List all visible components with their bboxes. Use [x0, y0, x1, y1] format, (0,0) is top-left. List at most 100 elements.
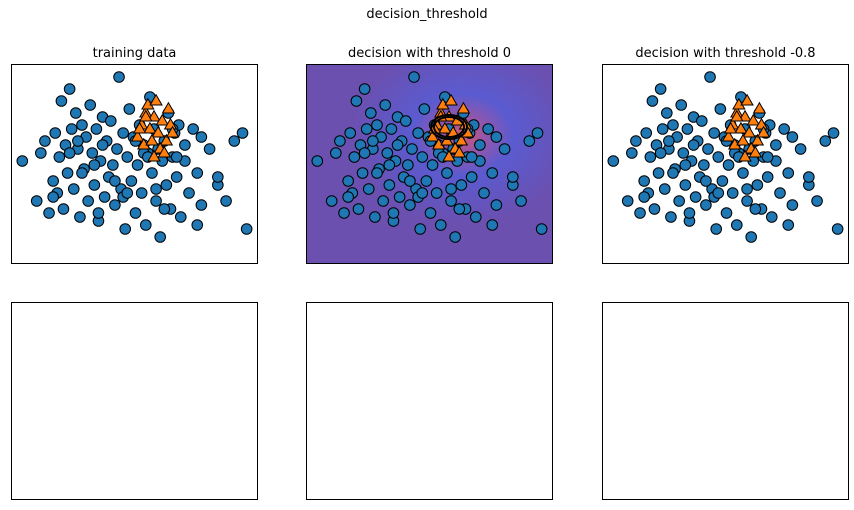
- point-class0: [720, 207, 733, 219]
- point-class0: [195, 199, 208, 211]
- point-class0: [358, 147, 371, 159]
- point-class0: [53, 151, 66, 163]
- point-class0: [109, 175, 121, 187]
- point-class0: [84, 99, 97, 111]
- point-class0: [626, 147, 638, 159]
- point-class0: [135, 187, 148, 199]
- point-class0: [638, 191, 650, 203]
- point-class0: [385, 123, 398, 135]
- point-class0: [348, 151, 361, 163]
- point-class0: [360, 123, 373, 135]
- point-class0: [424, 207, 437, 219]
- point-class0: [342, 191, 354, 203]
- point-class0: [70, 107, 82, 119]
- point-class0: [441, 167, 453, 179]
- panel-decision-threshold-0: decision with threshold 0: [306, 46, 553, 264]
- point-class0: [675, 99, 688, 111]
- point-class0: [535, 223, 548, 235]
- point-class0: [786, 131, 799, 143]
- scatter-plot: [16, 71, 253, 243]
- point-class0: [449, 231, 461, 243]
- panel-decision-threshold-neg: decision with threshold -0.8: [602, 46, 849, 264]
- point-class1: [145, 133, 159, 146]
- empty-plot-area: [11, 302, 258, 500]
- point-class0: [745, 231, 757, 243]
- point-class1: [738, 149, 752, 162]
- point-class0: [765, 211, 778, 223]
- point-class0: [434, 219, 447, 231]
- point-class0: [63, 83, 76, 95]
- panel-title: training data: [92, 46, 177, 61]
- point-class0: [406, 143, 418, 155]
- point-class0: [414, 223, 427, 235]
- point-class1: [750, 133, 765, 146]
- point-class1: [740, 93, 754, 106]
- point-class0: [371, 119, 383, 131]
- point-class1: [155, 113, 170, 126]
- point-class0: [712, 187, 725, 199]
- point-class1: [165, 125, 180, 138]
- point-class0: [714, 103, 727, 115]
- point-class0: [445, 183, 457, 195]
- point-class0: [722, 159, 735, 171]
- point-class0: [778, 123, 790, 135]
- panel-title: decision with threshold 0: [347, 46, 512, 61]
- point-class0: [352, 203, 365, 215]
- point-class1: [151, 125, 165, 138]
- point-class0: [704, 71, 716, 83]
- point-class1: [438, 121, 452, 134]
- point-class0: [486, 219, 499, 231]
- point-class0: [700, 199, 712, 211]
- point-class0: [498, 143, 511, 155]
- point-class0: [667, 119, 679, 131]
- point-class0: [179, 139, 191, 151]
- point-class1: [130, 129, 145, 142]
- point-class0: [465, 151, 478, 163]
- point-class0: [630, 135, 642, 147]
- point-class0: [712, 151, 725, 163]
- point-class0: [365, 107, 377, 119]
- point-class0: [61, 167, 74, 179]
- point-class1: [157, 145, 172, 158]
- point-class0: [677, 147, 690, 159]
- plot-area: [602, 64, 849, 264]
- point-class0: [730, 219, 743, 231]
- point-class1: [736, 133, 750, 146]
- point-class0: [465, 171, 478, 183]
- scatter-plot: [607, 71, 844, 243]
- point-class0: [819, 135, 832, 147]
- point-class0: [430, 187, 443, 199]
- point-class0: [358, 83, 371, 95]
- point-class0: [96, 139, 109, 151]
- point-class0: [416, 151, 429, 163]
- point-class0: [683, 207, 696, 219]
- point-class0: [117, 127, 129, 139]
- point-class0: [220, 195, 232, 207]
- point-class0: [350, 95, 363, 107]
- point-class0: [228, 135, 241, 147]
- point-class0: [420, 175, 433, 187]
- point-class0: [486, 167, 499, 179]
- decision-plot: [307, 65, 552, 263]
- point-class0: [63, 147, 76, 159]
- point-class1: [452, 145, 467, 158]
- point-class0: [638, 175, 650, 187]
- point-class0: [39, 135, 51, 147]
- point-class0: [88, 179, 101, 191]
- point-class0: [661, 107, 673, 119]
- panel-training-data: training data: [11, 46, 258, 264]
- point-class0: [72, 135, 84, 147]
- point-class0: [30, 195, 43, 207]
- point-class0: [621, 195, 634, 207]
- point-class1: [723, 121, 738, 134]
- point-class0: [387, 207, 400, 219]
- point-class0: [146, 167, 158, 179]
- point-class1: [730, 109, 744, 122]
- point-class0: [121, 187, 134, 199]
- point-class0: [679, 159, 692, 171]
- point-class0: [16, 155, 29, 167]
- point-class1: [748, 145, 763, 158]
- point-class0: [119, 223, 132, 235]
- point-class0: [191, 167, 204, 179]
- point-class0: [240, 223, 253, 235]
